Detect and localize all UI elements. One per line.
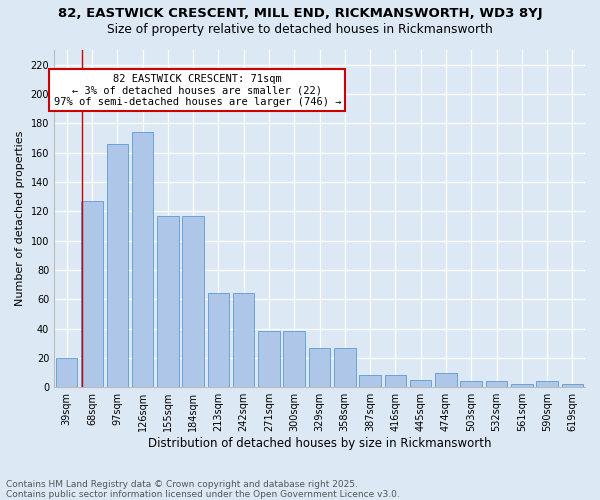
Bar xyxy=(359,376,381,387)
Bar xyxy=(208,294,229,387)
X-axis label: Distribution of detached houses by size in Rickmansworth: Distribution of detached houses by size … xyxy=(148,437,491,450)
Bar xyxy=(283,332,305,387)
Bar xyxy=(562,384,583,387)
Bar xyxy=(56,358,77,387)
Bar xyxy=(334,348,356,387)
Bar xyxy=(536,382,558,387)
Text: Size of property relative to detached houses in Rickmansworth: Size of property relative to detached ho… xyxy=(107,22,493,36)
Bar xyxy=(81,201,103,387)
Bar xyxy=(233,294,254,387)
Bar xyxy=(309,348,330,387)
Text: 82 EASTWICK CRESCENT: 71sqm
← 3% of detached houses are smaller (22)
97% of semi: 82 EASTWICK CRESCENT: 71sqm ← 3% of deta… xyxy=(53,74,341,107)
Text: 82, EASTWICK CRESCENT, MILL END, RICKMANSWORTH, WD3 8YJ: 82, EASTWICK CRESCENT, MILL END, RICKMAN… xyxy=(58,8,542,20)
Y-axis label: Number of detached properties: Number of detached properties xyxy=(15,131,25,306)
Bar xyxy=(385,376,406,387)
Bar xyxy=(511,384,533,387)
Bar xyxy=(132,132,153,387)
Bar xyxy=(460,382,482,387)
Bar xyxy=(182,216,204,387)
Bar xyxy=(486,382,507,387)
Bar xyxy=(435,372,457,387)
Text: Contains HM Land Registry data © Crown copyright and database right 2025.
Contai: Contains HM Land Registry data © Crown c… xyxy=(6,480,400,499)
Bar xyxy=(157,216,179,387)
Bar xyxy=(107,144,128,387)
Bar xyxy=(410,380,431,387)
Bar xyxy=(258,332,280,387)
